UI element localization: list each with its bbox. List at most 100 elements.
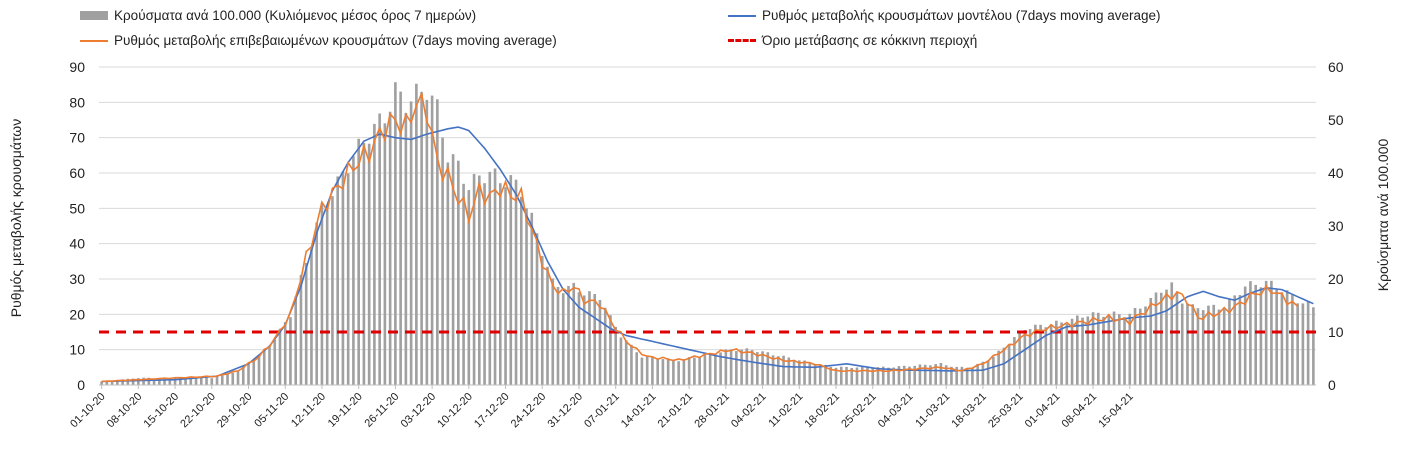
bar bbox=[142, 377, 145, 385]
bar bbox=[173, 378, 177, 385]
bar bbox=[472, 173, 476, 385]
bar bbox=[231, 372, 235, 385]
bar bbox=[588, 291, 591, 385]
bar bbox=[661, 359, 665, 385]
bar bbox=[1254, 284, 1257, 385]
bar bbox=[283, 322, 287, 385]
bar bbox=[373, 123, 376, 385]
bar bbox=[656, 359, 659, 385]
bar bbox=[478, 175, 481, 385]
x-tick-label: 08-10-20 bbox=[105, 391, 145, 431]
legend-item-bars: Κρούσματα ανά 100.000 (Κυλιόμενος μέσος … bbox=[80, 8, 476, 23]
legend-label-bars: Κρούσματα ανά 100.000 (Κυλιόμενος μέσος … bbox=[114, 8, 477, 23]
bar bbox=[1034, 324, 1037, 385]
bar bbox=[1217, 309, 1221, 385]
x-tick-label: 25-03-21 bbox=[986, 391, 1026, 431]
bar bbox=[457, 160, 460, 385]
bar bbox=[304, 262, 308, 385]
bar bbox=[540, 256, 544, 385]
bar bbox=[294, 296, 298, 385]
bar bbox=[714, 353, 717, 385]
x-tick-label: 01-10-20 bbox=[68, 391, 108, 431]
bar bbox=[1013, 337, 1016, 385]
bar bbox=[1191, 304, 1195, 385]
bar bbox=[598, 300, 602, 385]
bar bbox=[378, 113, 381, 386]
bar bbox=[787, 357, 791, 385]
bar bbox=[1306, 301, 1310, 385]
bar bbox=[1165, 289, 1168, 385]
y-right-tick-label: 10 bbox=[1328, 324, 1344, 340]
bar bbox=[409, 101, 413, 385]
bar bbox=[1222, 309, 1226, 385]
bar bbox=[1270, 280, 1273, 385]
x-tick-label: 31-12-20 bbox=[545, 391, 585, 431]
y-left-tick-label: 10 bbox=[69, 342, 85, 358]
x-tick-label: 19-11-20 bbox=[326, 391, 365, 430]
bar bbox=[981, 361, 985, 385]
bar bbox=[1076, 315, 1079, 385]
bar bbox=[1002, 347, 1006, 385]
bar bbox=[1170, 282, 1174, 385]
bar bbox=[530, 212, 534, 385]
bar bbox=[1149, 297, 1153, 385]
bar bbox=[871, 368, 875, 385]
bar bbox=[918, 364, 922, 385]
legend-item-threshold: Όριο μετάβασης σε κόκκινη περιοχή bbox=[728, 33, 977, 48]
bar bbox=[535, 233, 539, 385]
bar bbox=[273, 339, 277, 385]
bar bbox=[845, 366, 848, 385]
bar bbox=[934, 364, 937, 385]
bar bbox=[666, 358, 670, 385]
bar bbox=[546, 266, 549, 385]
bar bbox=[992, 356, 995, 385]
bar bbox=[226, 373, 229, 385]
bar bbox=[341, 171, 345, 385]
bar bbox=[257, 355, 261, 385]
bar bbox=[1312, 307, 1315, 385]
x-tick-label: 01-04-21 bbox=[1023, 391, 1063, 431]
bar bbox=[771, 355, 775, 385]
y-right-tick-label: 60 bbox=[1328, 59, 1344, 75]
bar bbox=[640, 357, 644, 385]
bar bbox=[761, 351, 764, 385]
bar bbox=[462, 183, 465, 385]
bar bbox=[1291, 294, 1294, 385]
bar bbox=[672, 359, 675, 385]
x-tick-label: 08-04-21 bbox=[1060, 391, 1100, 431]
bar bbox=[1060, 322, 1063, 385]
bar bbox=[803, 360, 806, 385]
x-tick-label: 10-12-20 bbox=[435, 391, 475, 431]
bar bbox=[1243, 286, 1247, 385]
legend-swatch-model bbox=[728, 14, 756, 17]
bar bbox=[121, 379, 124, 385]
legend-label-confirmed: Ρυθμός μεταβολής επιβεβαιωμένων κρουσμάτ… bbox=[114, 33, 557, 48]
bar bbox=[483, 183, 486, 385]
bar bbox=[1249, 281, 1252, 385]
bar bbox=[593, 294, 597, 385]
bar bbox=[955, 366, 958, 385]
bar bbox=[1207, 305, 1210, 385]
bar bbox=[352, 156, 355, 385]
bar bbox=[126, 378, 130, 385]
x-tick-label: 18-02-21 bbox=[803, 391, 843, 431]
x-tick-label: 04-02-21 bbox=[729, 391, 769, 431]
bar bbox=[750, 350, 754, 385]
x-tick-label: 26-11-20 bbox=[362, 391, 401, 430]
bar bbox=[630, 344, 633, 385]
bar bbox=[1138, 308, 1142, 385]
bar bbox=[278, 328, 282, 385]
bar bbox=[1201, 310, 1205, 385]
bar bbox=[1159, 292, 1163, 385]
bar bbox=[782, 355, 785, 385]
x-tick-label: 18-03-21 bbox=[949, 391, 989, 431]
bar bbox=[756, 352, 759, 385]
bar bbox=[1091, 312, 1095, 385]
bar bbox=[766, 352, 770, 385]
bar bbox=[315, 222, 319, 385]
bar bbox=[1180, 303, 1184, 385]
bar bbox=[902, 365, 906, 385]
bar bbox=[247, 364, 250, 385]
bar bbox=[839, 366, 843, 385]
bar bbox=[1117, 314, 1121, 385]
